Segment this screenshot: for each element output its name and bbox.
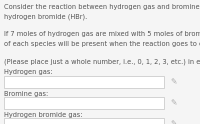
Text: of each species will be present when the reaction goes to completion.: of each species will be present when the…	[4, 41, 200, 46]
Text: Hydrogen gas:: Hydrogen gas:	[4, 69, 53, 75]
FancyBboxPatch shape	[4, 97, 164, 109]
Text: Consider the reaction between hydrogen gas and bromine gas to form gaseous: Consider the reaction between hydrogen g…	[4, 4, 200, 10]
FancyBboxPatch shape	[4, 118, 164, 124]
Text: Hydrogen bromide gas:: Hydrogen bromide gas:	[4, 112, 83, 118]
Text: ✎: ✎	[170, 99, 176, 108]
FancyBboxPatch shape	[4, 76, 164, 88]
Text: Bromine gas:: Bromine gas:	[4, 91, 48, 96]
Text: hydrogen bromide (HBr).: hydrogen bromide (HBr).	[4, 13, 87, 20]
Text: ✎: ✎	[170, 120, 176, 124]
Text: If 7 moles of hydrogen gas are mixed with 5 moles of bromine gas, how many moles: If 7 moles of hydrogen gas are mixed wit…	[4, 31, 200, 37]
Text: ✎: ✎	[170, 78, 176, 87]
Text: (Please place just a whole number, i.e., 0, 1, 2, 3, etc.) in each blank).: (Please place just a whole number, i.e.,…	[4, 59, 200, 65]
